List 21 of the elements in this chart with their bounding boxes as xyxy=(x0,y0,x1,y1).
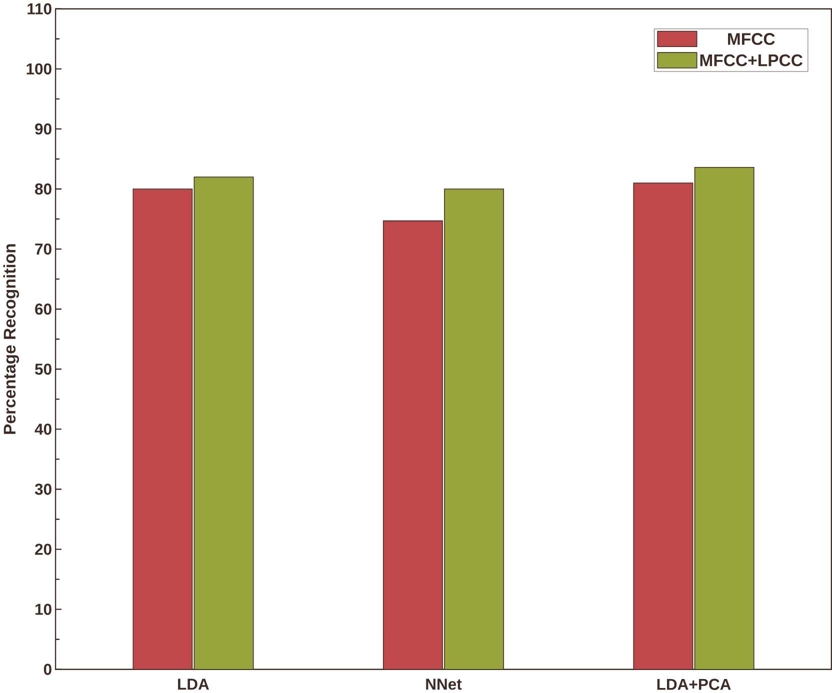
y-tick-label: 80 xyxy=(35,183,52,194)
y-tick-label: 0 xyxy=(44,664,52,675)
y-tick-label: 40 xyxy=(34,424,52,435)
y-tick-label: 100 xyxy=(26,63,52,74)
y-tick-label: 60 xyxy=(35,303,52,315)
bar xyxy=(194,176,254,670)
y-tick-label: 70 xyxy=(35,243,52,255)
x-tick-label: NNet xyxy=(426,678,462,690)
x-tick-label: LDA+PCA xyxy=(657,678,731,690)
bar xyxy=(444,188,504,670)
y-tick-label: 50 xyxy=(35,363,52,375)
y-tick-label: 90 xyxy=(35,123,52,134)
y-axis-title: Percentage Recognition xyxy=(3,244,19,434)
bar xyxy=(694,166,754,670)
legend-label: MFCC+LPCC xyxy=(700,54,803,66)
y-tick-label: 110 xyxy=(28,3,52,14)
legend-label: MFCC xyxy=(728,32,775,45)
x-tick-label: LDA xyxy=(178,678,209,690)
y-tick-label: 20 xyxy=(35,544,52,555)
y-tick-label: 10 xyxy=(36,604,52,615)
y-tick-label: 30 xyxy=(34,484,52,495)
